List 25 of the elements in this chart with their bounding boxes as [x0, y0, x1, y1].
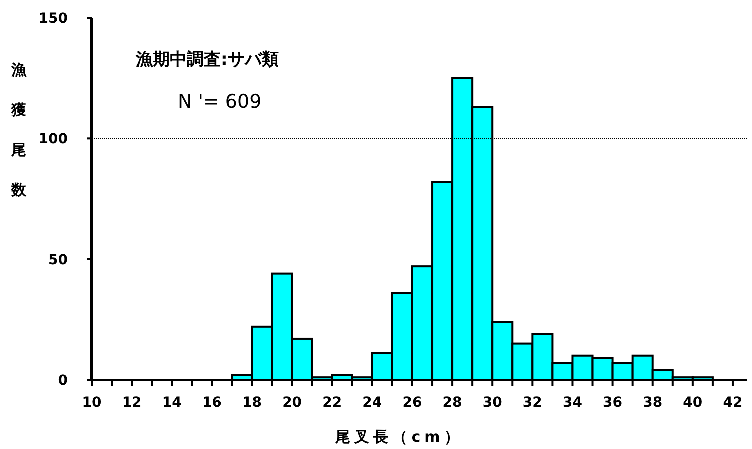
x-tick-label: 42 [723, 395, 743, 411]
y-tick-label: 100 [38, 132, 68, 148]
x-tick-label: 26 [402, 395, 422, 411]
y-tick-label: 150 [38, 11, 68, 27]
x-tick-label: 24 [362, 395, 382, 411]
x-tick-label: 22 [322, 395, 342, 411]
x-tick-label: 16 [202, 395, 222, 411]
x-tick-label: 10 [82, 395, 102, 411]
x-tick-label: 30 [482, 395, 503, 411]
x-tick-label: 32 [522, 395, 542, 411]
x-tick-label: 28 [442, 395, 462, 411]
x-tick-label: 20 [282, 395, 302, 411]
x-tick-label: 36 [603, 395, 623, 411]
y-tick-label: 0 [58, 373, 68, 389]
x-tick-label: 38 [643, 395, 663, 411]
x-tick-label: 40 [683, 395, 703, 411]
annotation: 漁期中調査:サバ類 [135, 50, 279, 70]
x-axis-title: 尾叉長（cm） [334, 428, 464, 446]
x-tick-label: 18 [242, 395, 262, 411]
x-tick-label: 14 [162, 395, 182, 411]
x-tick-label: 12 [122, 395, 142, 411]
y-tick-label: 50 [48, 252, 68, 268]
x-tick-label: 34 [562, 395, 583, 411]
y-axis-title: 漁獲尾数 [12, 61, 26, 199]
annotation: N '= 609 [178, 91, 262, 113]
